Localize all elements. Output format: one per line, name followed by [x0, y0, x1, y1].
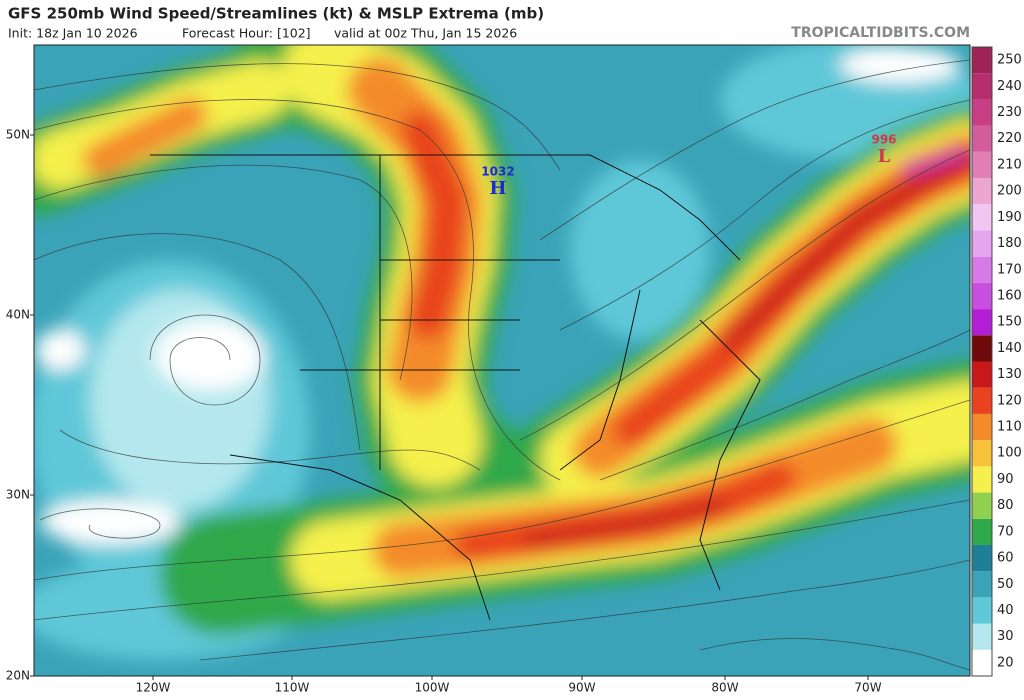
- colorbar-label: 100: [997, 446, 1022, 461]
- colorbar-label: 170: [997, 262, 1022, 277]
- colorbar-label: 120: [997, 393, 1022, 408]
- colorbar-swatch: [972, 466, 992, 493]
- colorbar-frame: [971, 46, 993, 677]
- axis-labels: 50N 40N 30N 20N 120W 110W 100W 90W 80W 70W: [6, 128, 882, 695]
- colorbar-label: 250: [997, 53, 1022, 68]
- map-area: [34, 45, 970, 676]
- longitude-label: 120W: [136, 681, 171, 695]
- latitude-label: 20N: [6, 669, 30, 683]
- latitude-label: 40N: [6, 308, 30, 322]
- colorbar-swatch: [972, 47, 992, 74]
- colorbar-swatch: [972, 361, 992, 388]
- colorbar-label: 20: [997, 655, 1014, 670]
- colorbar-swatch: [972, 151, 992, 179]
- colorbar-swatch: [972, 178, 992, 205]
- colorbar-swatch: [972, 413, 992, 441]
- longitude-label: 100W: [415, 681, 450, 695]
- title: GFS 250mb Wind Speed/Streamlines (kt) & …: [8, 5, 544, 23]
- colorbar-swatch: [972, 99, 992, 126]
- extremum-pressure: 1032: [481, 165, 514, 179]
- colorbar-label: 30: [997, 629, 1014, 644]
- colorbar-swatch: [972, 649, 992, 676]
- longitude-label: 80W: [711, 681, 738, 695]
- colorbar-swatch: [972, 440, 992, 467]
- wind-field: [34, 45, 970, 660]
- colorbar-swatch: [972, 544, 992, 572]
- forecast-hour: Forecast Hour: [102]: [182, 26, 311, 41]
- colorbar-label: 90: [997, 472, 1014, 487]
- latitude-label: 50N: [6, 128, 30, 142]
- colorbar-swatch: [972, 492, 992, 519]
- colorbar-swatch: [972, 571, 992, 598]
- map-frame: [33, 44, 971, 677]
- colorbar-label: 210: [997, 157, 1022, 172]
- colorbar-label: 50: [997, 577, 1014, 592]
- colorbar-label: 240: [997, 79, 1022, 94]
- colorbar-label: 110: [997, 420, 1022, 435]
- longitude-label: 110W: [275, 681, 310, 695]
- colorbar-label: 160: [997, 288, 1022, 303]
- colorbar-swatch: [972, 623, 992, 650]
- colorbar-swatch: [972, 387, 992, 414]
- extremum-symbol: L: [878, 146, 891, 167]
- colorbar-label: 230: [997, 105, 1022, 120]
- colorbar-swatch: [972, 309, 992, 336]
- colorbar-swatch: [972, 73, 992, 100]
- colorbar: 20 30 40 50 60 70 80 90 100 110 120 130 140 150 160 170…: [971, 46, 1022, 677]
- boundaries: [150, 154, 761, 621]
- colorbar-swatch: [972, 204, 992, 231]
- latitude-label: 30N: [6, 488, 30, 502]
- colorbar-swatch: [972, 230, 992, 257]
- longitude-label: 90W: [568, 681, 595, 695]
- colorbar-label: 200: [997, 184, 1022, 199]
- colorbar-swatch: [972, 256, 992, 283]
- colorbar-label: 180: [997, 236, 1022, 251]
- colorbar-swatch: [972, 125, 992, 152]
- colorbar-label: 220: [997, 131, 1022, 146]
- colorbar-label: 80: [997, 498, 1014, 513]
- source: TROPICALTIDBITS.COM: [791, 25, 970, 41]
- colorbar-label: 140: [997, 341, 1022, 356]
- colorbar-label: 130: [997, 367, 1022, 382]
- valid-time: valid at 00z Thu, Jan 15 2026: [334, 26, 517, 41]
- colorbar-label: 70: [997, 524, 1014, 539]
- colorbar-label: 60: [997, 551, 1014, 566]
- extremum-pressure: 996: [871, 133, 896, 147]
- colorbar-label: 150: [997, 315, 1022, 330]
- colorbar-label: 190: [997, 210, 1022, 225]
- longitude-label: 70W: [854, 681, 881, 695]
- extremum-symbol: H: [489, 178, 506, 199]
- colorbar-swatch: [972, 335, 992, 362]
- colorbar-swatch: [972, 282, 992, 310]
- streamlines: [34, 59, 970, 671]
- init-time: Init: 18z Jan 10 2026: [8, 26, 138, 41]
- colorbar-swatch: [972, 518, 992, 545]
- colorbar-label: 40: [997, 603, 1014, 618]
- colorbar-swatch: [972, 597, 992, 624]
